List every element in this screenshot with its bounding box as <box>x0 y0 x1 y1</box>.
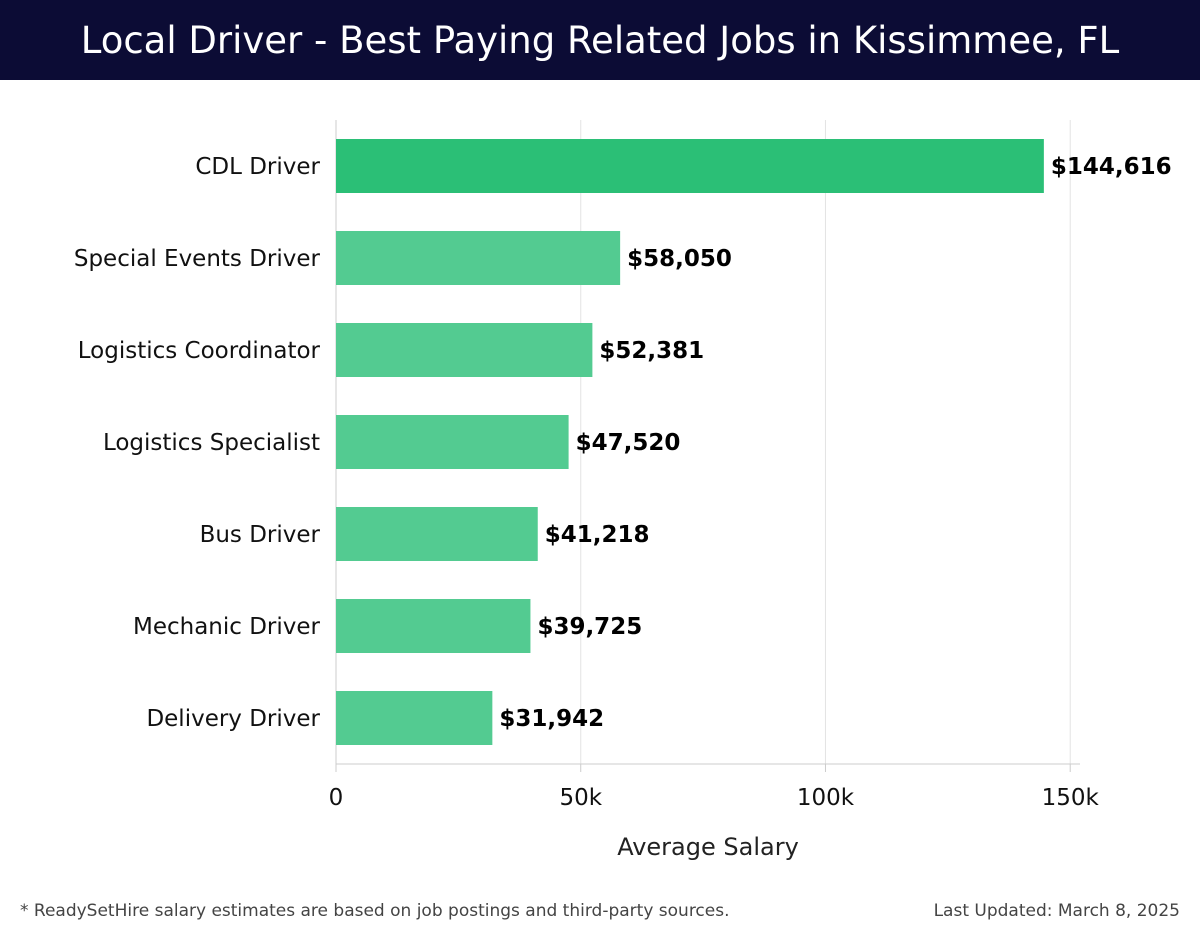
x-tick-label: 100k <box>797 785 855 811</box>
source-note: * ReadySetHire salary estimates are base… <box>20 901 730 921</box>
category-label: Delivery Driver <box>146 706 320 732</box>
bar <box>336 691 493 745</box>
bar <box>336 507 538 561</box>
data-label: $52,381 <box>599 338 704 364</box>
x-tick-label: 150k <box>1042 785 1100 811</box>
category-label: Logistics Coordinator <box>78 338 321 364</box>
chart-title: Local Driver - Best Paying Related Jobs … <box>0 0 1200 80</box>
x-tick-label: 50k <box>559 785 602 811</box>
data-label: $58,050 <box>627 246 732 272</box>
data-label: $41,218 <box>545 522 650 548</box>
x-axis-title: Average Salary <box>617 833 799 861</box>
data-label: $144,616 <box>1051 154 1172 180</box>
bar <box>336 231 621 285</box>
category-label: Logistics Specialist <box>103 430 320 456</box>
bar <box>336 139 1044 193</box>
data-label: $47,520 <box>576 430 681 456</box>
data-label: $39,725 <box>537 614 642 640</box>
x-tick-label: 0 <box>329 785 344 811</box>
bar <box>336 323 593 377</box>
bar <box>336 599 531 653</box>
category-label: Mechanic Driver <box>133 614 321 640</box>
bar <box>336 415 569 469</box>
category-label: CDL Driver <box>195 154 320 180</box>
last-updated: Last Updated: March 8, 2025 <box>933 901 1180 921</box>
data-label: $31,942 <box>499 706 604 732</box>
category-label: Bus Driver <box>200 522 321 548</box>
category-label: Special Events Driver <box>74 246 321 272</box>
